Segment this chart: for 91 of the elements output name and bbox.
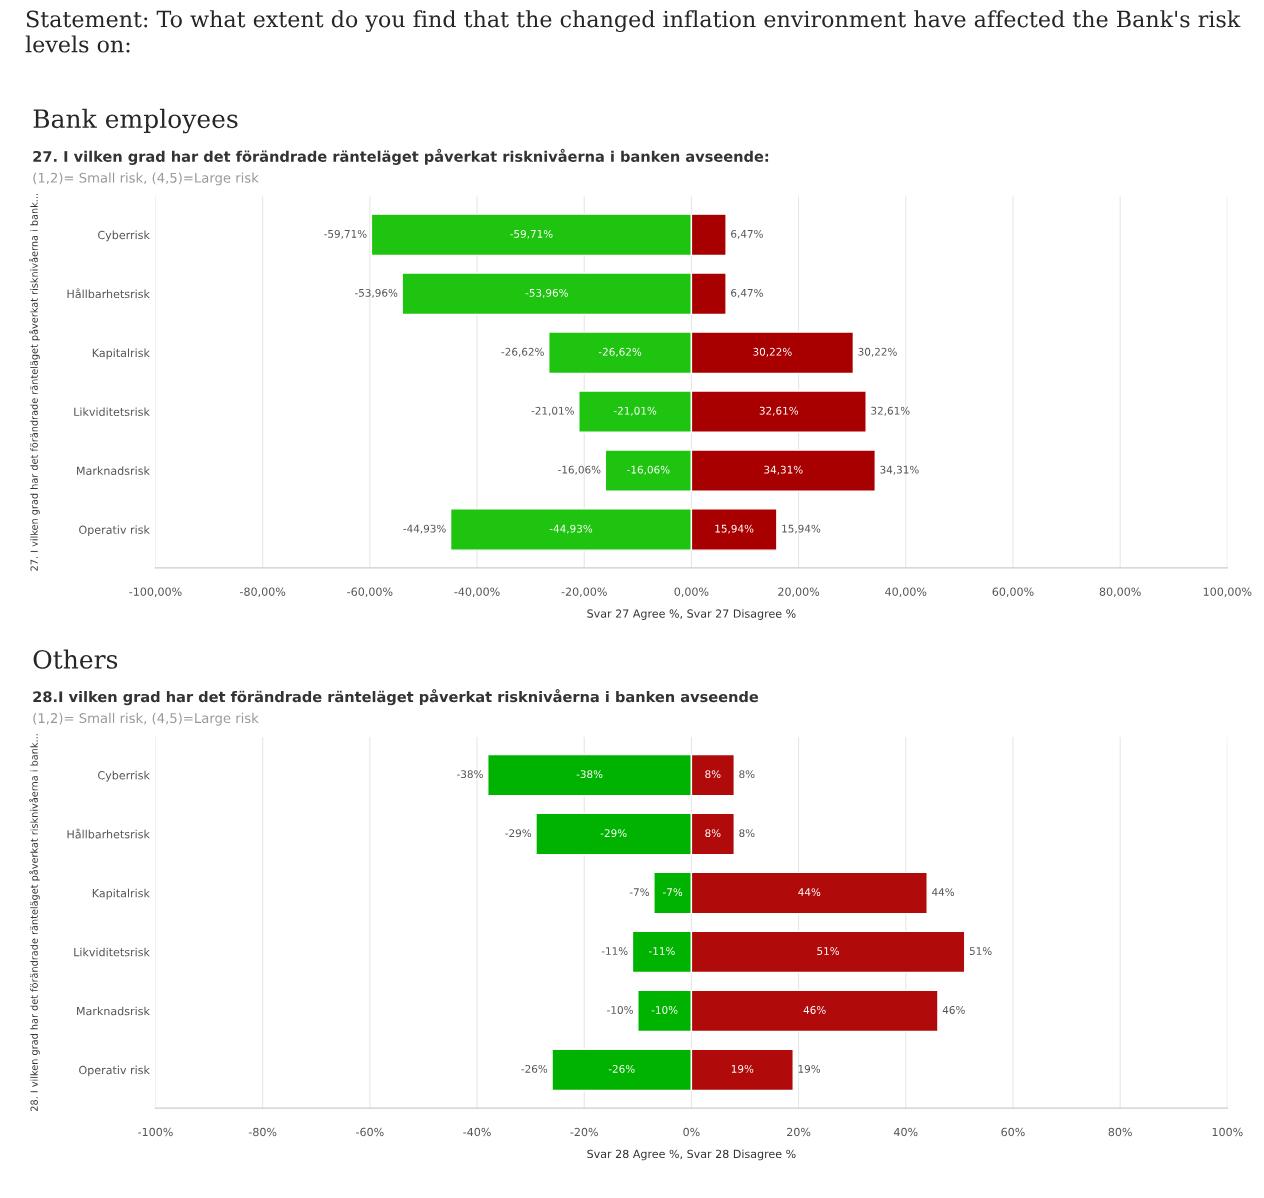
x-tick-label: -40,00% bbox=[454, 587, 500, 598]
text: 8% bbox=[739, 770, 755, 779]
text: 19% bbox=[731, 1064, 754, 1073]
data-label: -7% bbox=[663, 888, 683, 897]
text: -38% bbox=[576, 770, 603, 779]
text: 30,22% bbox=[753, 347, 792, 357]
data-label: 8% bbox=[705, 770, 721, 779]
y-tick-label: Hållbarhetsrisk bbox=[67, 828, 150, 839]
text: -16,06% bbox=[558, 465, 601, 475]
data-label: -53,96% bbox=[354, 288, 398, 298]
x-tick-label: 60,00% bbox=[992, 587, 1034, 598]
x-tick-label: 100% bbox=[1212, 1127, 1243, 1137]
text: -21,01% bbox=[613, 406, 657, 416]
x-tick-label: -60% bbox=[356, 1127, 384, 1137]
x-tick-label: 40% bbox=[893, 1127, 918, 1137]
text: 34,31% bbox=[764, 465, 803, 475]
chart-title: Bank employees bbox=[33, 108, 238, 134]
text: (1,2)= Small risk, (4,5)=Large risk bbox=[33, 712, 259, 726]
text: 51% bbox=[817, 947, 840, 955]
x-tick-label: -100,00% bbox=[129, 587, 182, 598]
data-label: -38% bbox=[457, 770, 483, 779]
x-tick-label: 40,00% bbox=[885, 587, 927, 598]
y-tick-label: Operativ risk bbox=[79, 525, 150, 537]
x-axis-title: Svar 28 Agree %, Svar 28 Disagree % bbox=[587, 1149, 796, 1161]
y-tick-label: Operativ risk bbox=[79, 1065, 150, 1077]
data-label: -26% bbox=[521, 1064, 548, 1073]
x-tick-label: 80,00% bbox=[1099, 587, 1141, 598]
x-tick-label: -80,00% bbox=[240, 587, 286, 598]
data-label: -26,62% bbox=[501, 347, 544, 357]
data-label: 8% bbox=[705, 829, 721, 838]
x-tick-label: -40% bbox=[463, 1127, 491, 1137]
text: -26% bbox=[608, 1064, 635, 1073]
data-label: 6,47% bbox=[731, 288, 763, 298]
text: Statement: To what extent do you find that the changed inflation environment have affected the Bank's risk levels on: bbox=[25, 10, 1241, 53]
text: 46% bbox=[803, 1006, 826, 1014]
data-label: 46% bbox=[942, 1006, 965, 1014]
chart-subtitle: 27. I vilken grad har det förändrade ränteläget påverkat risknivåerna i banken avseende: bbox=[33, 148, 769, 165]
x-tick-label: 0,00% bbox=[674, 587, 709, 598]
data-label: 6,47% bbox=[731, 229, 763, 239]
text: -7% bbox=[629, 888, 650, 897]
data-label: -59,71% bbox=[324, 229, 367, 239]
x-tick-label: 80% bbox=[1108, 1127, 1132, 1137]
data-label: -44,93% bbox=[403, 524, 446, 534]
text: -44,93% bbox=[549, 524, 593, 534]
text: -53,96% bbox=[525, 288, 568, 298]
text: 44% bbox=[798, 888, 821, 897]
y-tick-label: Hållbarhetsrisk bbox=[67, 288, 150, 299]
data-label: -21,01% bbox=[531, 406, 574, 416]
x-tick-label: 0% bbox=[683, 1127, 700, 1137]
data-label: -10% bbox=[651, 1006, 678, 1014]
x-tick-label: -20,00% bbox=[561, 587, 607, 598]
text: -10% bbox=[607, 1006, 633, 1014]
y-axis-title: 27. I vilken grad har det förändrade ränteläget påverkat risknivåerna i bank... bbox=[29, 193, 40, 571]
y-tick-label: Kapitalrisk bbox=[92, 348, 150, 360]
data-label: 34,31% bbox=[880, 465, 919, 475]
y-tick-label: Likviditetsrisk bbox=[74, 407, 150, 417]
y-axis-title: 28. I vilken grad har det förändrade ränteläget påverkat risknivåerna i bank... bbox=[29, 734, 40, 1111]
x-tick-label: 100,00% bbox=[1203, 587, 1252, 598]
data-label: 44% bbox=[932, 888, 955, 897]
text: 8% bbox=[739, 829, 755, 838]
text: (1,2)= Small risk, (4,5)=Large risk bbox=[33, 172, 259, 186]
text: 32,61% bbox=[759, 406, 799, 416]
data-label: 19% bbox=[798, 1064, 821, 1073]
y-tick-label: Kapitalrisk bbox=[92, 888, 150, 900]
data-label: -29% bbox=[505, 829, 532, 838]
x-axis-title: Svar 27 Agree %, Svar 27 Disagree % bbox=[587, 609, 796, 620]
y-tick-label: Cyberrisk bbox=[98, 770, 150, 782]
x-tick-label: -60,00% bbox=[347, 587, 393, 598]
data-label: -16,06% bbox=[627, 465, 670, 475]
chart-title: Others bbox=[33, 649, 118, 669]
y-tick-label: Marknadsrisk bbox=[77, 466, 150, 475]
y-tick-label: Likviditetsrisk bbox=[74, 947, 150, 957]
data-label: -11% bbox=[648, 947, 675, 955]
text: -29% bbox=[600, 829, 627, 838]
x-tick-label: -20% bbox=[570, 1127, 598, 1137]
x-tick-label: -80% bbox=[248, 1127, 277, 1137]
x-tick-label: 20% bbox=[787, 1127, 811, 1137]
chart-subtitle: 28.I vilken grad har det förändrade ränteläget påverkat risknivåerna i banken avseende bbox=[33, 689, 759, 706]
data-label: 30,22% bbox=[858, 347, 897, 357]
y-tick-label: Marknadsrisk bbox=[77, 1006, 150, 1016]
data-label: 32,61% bbox=[871, 406, 910, 416]
y-tick-label: Cyberrisk bbox=[98, 230, 150, 242]
x-tick-label: -100% bbox=[138, 1127, 173, 1137]
text: -26,62% bbox=[598, 347, 642, 357]
text: 15,94% bbox=[782, 524, 821, 534]
data-label: 15,94% bbox=[715, 524, 754, 534]
text: -59,71% bbox=[510, 229, 553, 239]
text: -11% bbox=[601, 947, 628, 955]
data-label: 51% bbox=[969, 947, 992, 955]
x-tick-label: 60% bbox=[1001, 1127, 1025, 1137]
x-tick-label: 20,00% bbox=[778, 587, 820, 598]
